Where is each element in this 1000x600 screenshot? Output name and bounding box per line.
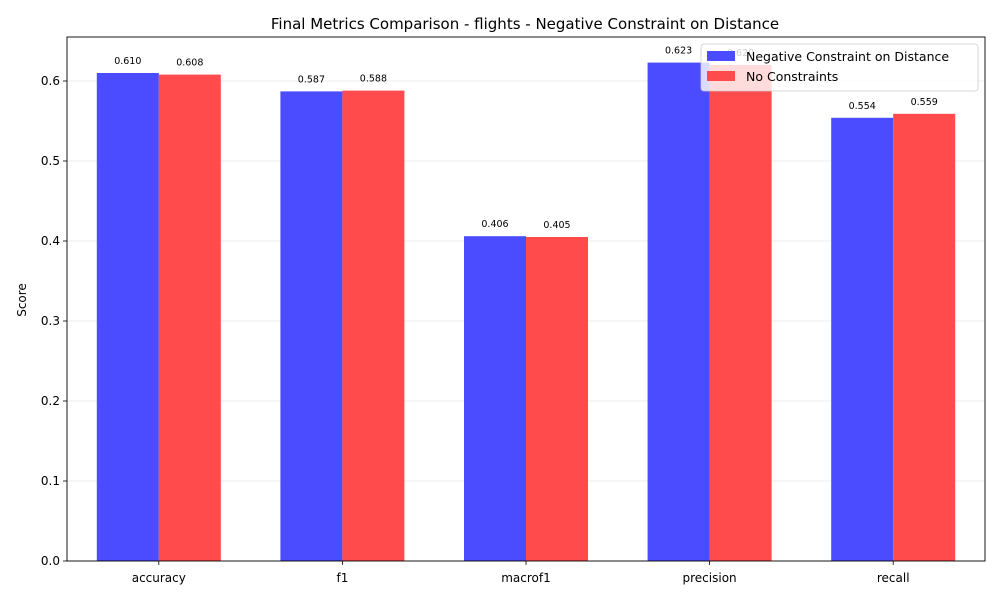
y-tick-label: 0.2 [41, 394, 60, 408]
y-tick-label: 0.0 [41, 554, 60, 568]
chart-title: Final Metrics Comparison - flights - Neg… [271, 15, 779, 33]
bar [526, 237, 588, 561]
bar [464, 236, 526, 561]
y-tick-label: 0.4 [41, 234, 60, 248]
bar [158, 74, 221, 561]
bar-value-label: 0.559 [911, 97, 938, 108]
bar [831, 117, 894, 562]
x-tick-label: f1 [336, 571, 348, 585]
legend-swatch [707, 51, 735, 61]
axes: 0.0 0.1 0.2 0.3 0.4 0.5 0.6 accuracy f1 macrof1 pr… [41, 36, 986, 585]
plot-frame [66, 36, 986, 562]
bar [647, 62, 710, 561]
bar [96, 73, 159, 561]
y-tick-label: 0.3 [41, 314, 60, 328]
y-tick-label: 0.5 [41, 154, 60, 168]
legend-label: No Constraints [746, 69, 838, 84]
bar-value-label: 0.554 [849, 101, 876, 112]
bar [893, 113, 956, 562]
bar [280, 91, 343, 562]
legend-box [700, 43, 979, 92]
bar-value-label: 0.623 [665, 46, 692, 57]
bar-value-label: 0.610 [114, 56, 141, 67]
bar [342, 90, 405, 561]
bar-value-label: 0.406 [481, 219, 508, 230]
bar-value-label: 0.588 [360, 74, 387, 85]
x-tick-label: recall [877, 571, 910, 585]
x-tick-label: precision [683, 571, 737, 585]
bar [709, 65, 772, 561]
bar-value-label: 0.405 [543, 220, 570, 231]
legend-swatch [707, 71, 735, 81]
bars [96, 62, 956, 562]
y-tick-label: 0.6 [41, 74, 60, 88]
x-tick-label: accuracy [132, 571, 186, 585]
bar-value-label: 0.587 [298, 74, 325, 85]
x-tick-label: macrof1 [501, 571, 551, 585]
legend-label: Negative Constraint on Distance [746, 49, 949, 64]
bar-value-label: 0.608 [176, 58, 203, 69]
y-axis-label: Score [15, 283, 29, 317]
y-tick-label: 0.1 [41, 474, 60, 488]
legend: Negative Constraint on Distance No Constr… [700, 43, 979, 92]
